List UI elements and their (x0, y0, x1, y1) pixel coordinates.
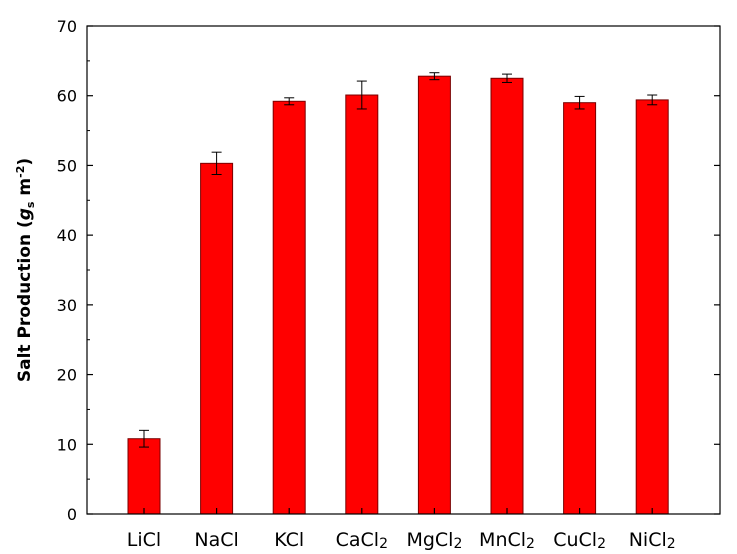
error-bar-mncl (502, 73, 512, 83)
x-tick-label-sub: 2 (667, 536, 676, 552)
x-tick-label-sub: 2 (597, 536, 606, 552)
error-bar-kcl (284, 97, 295, 106)
bar-licl (127, 438, 161, 515)
x-tick-label: CaCl2 (336, 529, 388, 552)
x-tick-label-base: KCl (274, 529, 304, 551)
x-tick-label-base: MgCl (406, 529, 453, 551)
y-tick-label: 30 (57, 296, 77, 315)
y-tick-label: 40 (57, 226, 77, 245)
bar-nacl (200, 162, 234, 515)
y-axis-label-g-sub: s (24, 201, 37, 208)
y-tick-label: 0 (67, 505, 77, 524)
y-tick-label: 50 (57, 156, 77, 175)
y-axis-label: Salt Production (gs m-2) (14, 158, 37, 382)
x-tick-label: NaCl (194, 529, 238, 551)
error-bar-cacl (356, 80, 367, 110)
plot-frame (86, 25, 721, 515)
x-tick-label-base: CuCl (553, 529, 597, 551)
error-bar-nicl (647, 94, 658, 106)
y-axis-label-close: ) (15, 158, 35, 166)
x-tick-label-sub: 2 (379, 536, 388, 552)
y-tick-label: 20 (57, 366, 77, 385)
y-axis-label-main: Salt Production ( (15, 220, 35, 382)
y-tick-label: 60 (57, 87, 77, 106)
bar-nicl (635, 99, 669, 515)
x-tick-label-base: NiCl (629, 529, 667, 551)
x-tick-label-sub: 2 (526, 536, 535, 552)
x-tick-label-sub: 2 (453, 536, 462, 552)
bar-mgcl (417, 75, 451, 515)
y-axis-label-unit-sup: -2 (14, 166, 27, 178)
x-tick-label-base: MnCl (479, 529, 526, 551)
y-axis-label-g: g (15, 208, 35, 220)
error-bar-mgcl (429, 72, 440, 81)
x-tick-label-base: NaCl (194, 529, 238, 551)
y-tick-label: 70 (57, 17, 77, 36)
x-tick-label: CuCl2 (553, 529, 606, 552)
error-bar-cucl (574, 95, 585, 110)
y-axis: 0 10 20 30 40 50 60 70 (57, 17, 720, 524)
x-axis: LiCl NaCl KCl CaCl2 MgCl2 MnCl2 CuCl2 NiCl2 (127, 508, 676, 552)
x-tick-label: MgCl2 (406, 529, 462, 552)
error-bar-nacl (211, 151, 222, 175)
y-axis-label-unit: m (15, 178, 35, 202)
bar-mncl (490, 77, 524, 515)
error-bar-licl (139, 429, 149, 448)
x-tick-label-base: LiCl (127, 529, 161, 551)
x-tick-label: LiCl (127, 529, 161, 551)
bar-cacl (345, 94, 379, 515)
x-tick-label-base: CaCl (336, 529, 379, 551)
x-tick-label: MnCl2 (479, 529, 535, 552)
y-tick-label: 10 (57, 435, 77, 454)
bar-kcl (272, 100, 306, 515)
x-tick-label: NiCl2 (629, 529, 676, 552)
x-tick-label: KCl (274, 529, 304, 551)
error-bars-group (139, 72, 658, 448)
bar-cucl (563, 102, 597, 515)
bars-group (127, 75, 669, 515)
